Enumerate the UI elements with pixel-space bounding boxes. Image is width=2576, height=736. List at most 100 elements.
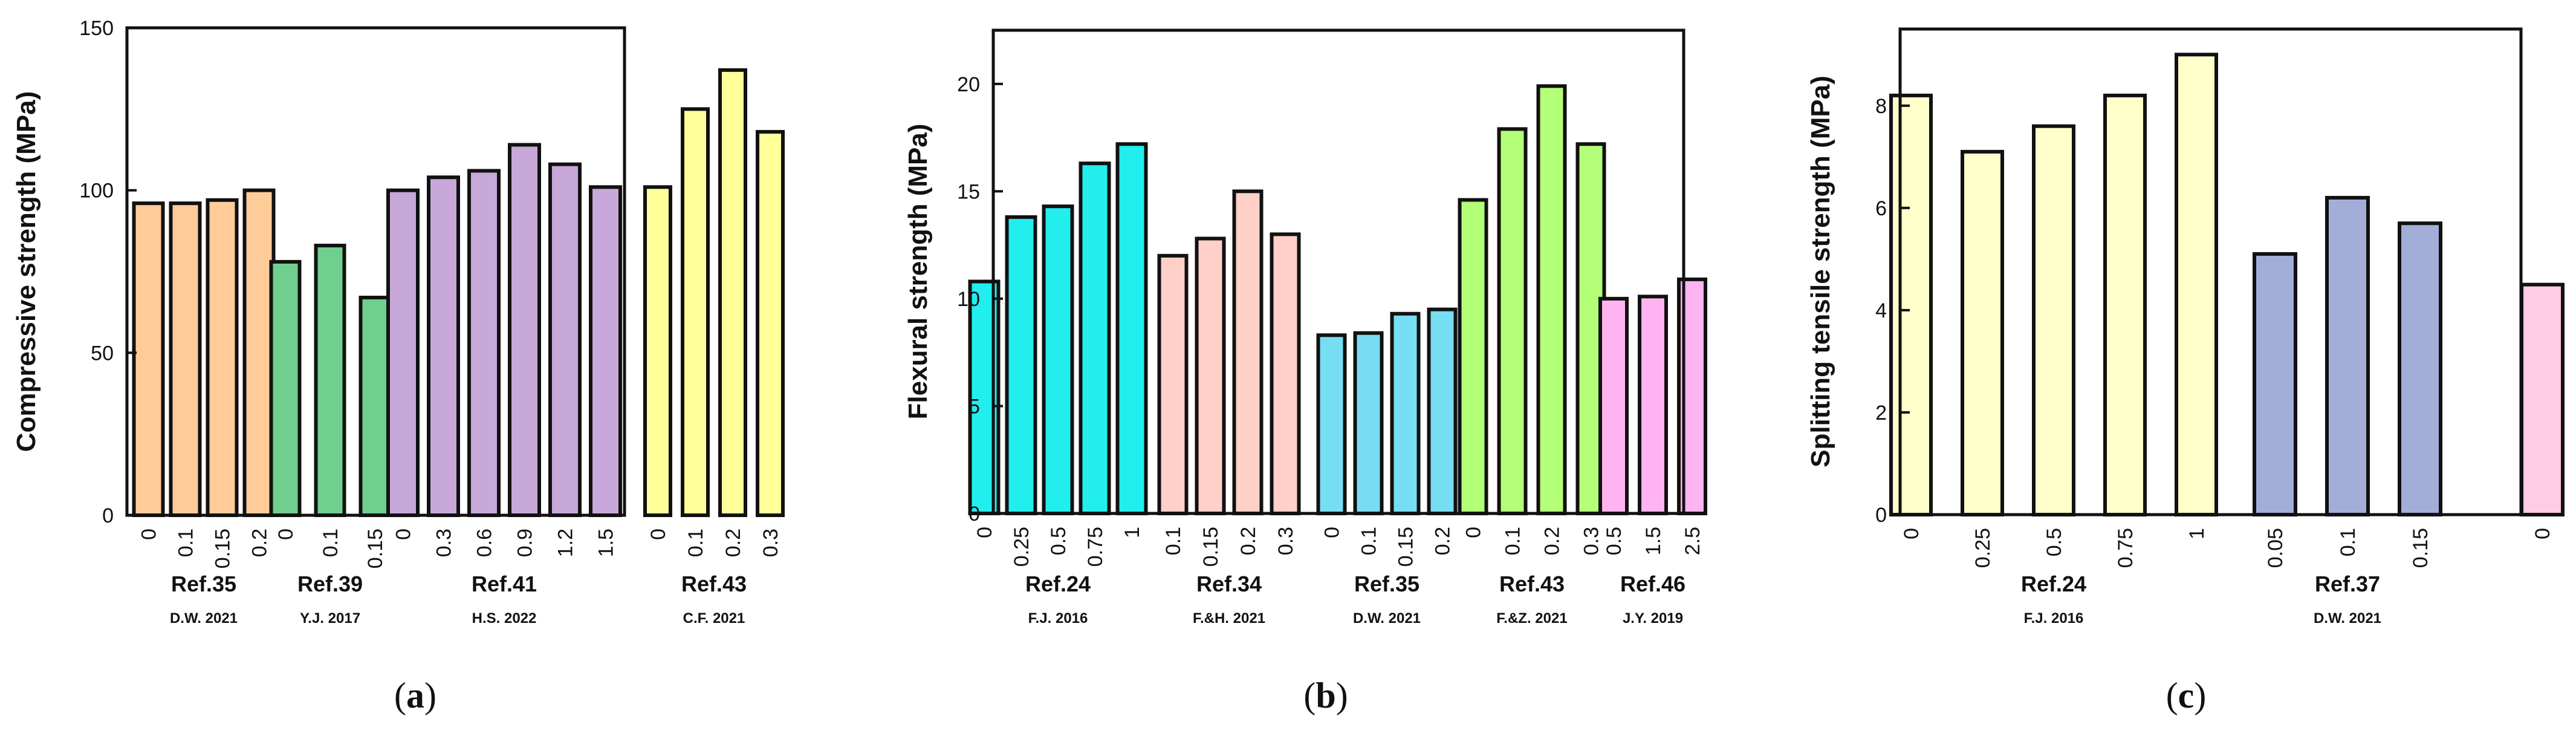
group-label: Ref.24: [2021, 572, 2086, 596]
x-tick-label: 0.05: [2264, 528, 2287, 568]
bar: [427, 175, 460, 517]
bar: [2398, 221, 2442, 516]
x-tick-label: 0.6: [473, 529, 496, 557]
bar: [508, 143, 541, 517]
bar: [1115, 142, 1148, 516]
y-tick-label: 4: [1875, 299, 1887, 322]
x-tick-label: 0: [1900, 528, 1923, 539]
bar: [1638, 295, 1668, 515]
x-tick-label: 0: [973, 527, 996, 538]
x-tick-label: 0.2: [1432, 527, 1455, 555]
y-axis-title: Splitting tensile strength (MPa): [1806, 76, 1835, 467]
bar: [589, 185, 622, 517]
y-tick-label: 8: [1875, 95, 1887, 118]
group-label: Ref.43: [681, 572, 747, 596]
x-tick-label: 1.2: [554, 529, 577, 557]
x-tick-label: 0.1: [1358, 527, 1381, 555]
bar: [269, 259, 302, 517]
bar: [1458, 198, 1488, 515]
x-tick-label: 0: [2531, 528, 2554, 539]
source-label: D.W. 2021: [2314, 610, 2381, 627]
x-tick-label: 0.1: [1162, 527, 1185, 555]
group-label: Ref.43: [1499, 572, 1565, 596]
source-label: H.S. 2022: [472, 610, 537, 627]
bar: [1270, 232, 1301, 515]
group-label: Ref.35: [171, 572, 236, 596]
bar: [206, 198, 239, 517]
source-label: F.J. 2016: [2024, 610, 2084, 627]
group-label: Ref.46: [1620, 572, 1685, 596]
y-tick-label: 5: [968, 395, 980, 418]
bar: [1157, 253, 1189, 515]
x-tick-label: 0.15: [1199, 527, 1222, 567]
bar: [681, 107, 710, 518]
x-tick-label: 0.5: [1603, 527, 1626, 555]
x-tick-label: 0.75: [1084, 527, 1107, 567]
source-label: F.J. 2016: [1028, 610, 1088, 627]
y-tick-label: 50: [91, 342, 114, 365]
x-tick-label: 0.15: [2409, 528, 2432, 568]
x-tick-label: 1: [1121, 527, 1144, 538]
y-tick-label: 2: [1875, 402, 1887, 425]
bar: [2520, 282, 2565, 516]
bar: [1889, 93, 1933, 516]
bar: [1598, 296, 1629, 515]
x-tick-label: 0.2: [1237, 527, 1260, 555]
y-axis-title: Compressive strength (MPa): [11, 91, 41, 452]
x-tick-label: 0: [138, 529, 161, 540]
group-label: Ref.24: [1025, 572, 1091, 596]
y-tick-label: 6: [1875, 197, 1887, 220]
group-label: Ref.34: [1196, 572, 1262, 596]
bar: [386, 188, 420, 517]
x-tick-label: 1.5: [1642, 527, 1665, 555]
group-label: Ref.39: [297, 572, 363, 596]
source-label: D.W. 2021: [170, 610, 238, 627]
bar: [548, 162, 582, 517]
x-tick-label: 0.9: [514, 529, 537, 557]
x-tick-label: 0.2: [248, 529, 271, 557]
bar: [2032, 124, 2075, 517]
bar: [643, 185, 672, 517]
x-tick-label: 0.2: [1541, 527, 1564, 555]
x-tick-label: 0.5: [2043, 528, 2066, 556]
x-tick-label: 0: [647, 529, 670, 540]
y-tick-label: 0: [1875, 504, 1887, 527]
plot-frame: [125, 26, 626, 517]
y-tick-label: 100: [79, 180, 114, 203]
bar: [1316, 333, 1347, 515]
x-tick-label: 0: [392, 529, 415, 540]
source-label: F.&H. 2021: [1193, 610, 1265, 627]
x-tick-label: 0.3: [759, 529, 782, 557]
bar: [169, 201, 202, 518]
bar: [1536, 84, 1567, 515]
x-tick-label: 0.75: [2114, 528, 2137, 568]
y-tick-label: 150: [79, 17, 114, 40]
bar: [1427, 307, 1458, 515]
bar: [358, 295, 391, 517]
source-label: C.F. 2021: [683, 610, 745, 627]
bar: [1232, 189, 1264, 516]
bar: [242, 188, 276, 517]
panel-label: (a): [394, 676, 436, 715]
x-tick-label: 0.3: [1274, 527, 1297, 555]
y-tick-label: 15: [957, 180, 980, 203]
x-tick-label: 0.15: [1395, 527, 1418, 567]
bar: [2325, 195, 2370, 516]
bar: [756, 129, 785, 518]
bar: [132, 201, 165, 518]
x-tick-label: 0.1: [684, 529, 707, 557]
source-label: Y.J. 2017: [300, 610, 360, 627]
x-tick-label: 0: [1462, 527, 1485, 538]
bar: [2103, 93, 2147, 516]
bar: [2253, 252, 2297, 516]
group-label: Ref.37: [2315, 572, 2380, 596]
source-label: D.W. 2021: [1353, 610, 1421, 627]
x-tick-label: 0.25: [1971, 528, 1994, 568]
panel-a-compressive-strength: 0 50 100 150 Compressive strength (MPa) 0 0.1 0…: [11, 17, 785, 715]
bar: [2175, 53, 2218, 516]
group-label: Ref.35: [1354, 572, 1419, 596]
group-label: Ref.41: [472, 572, 537, 596]
x-tick-label: 0.2: [722, 529, 745, 557]
panel-label: (b): [1303, 676, 1348, 715]
